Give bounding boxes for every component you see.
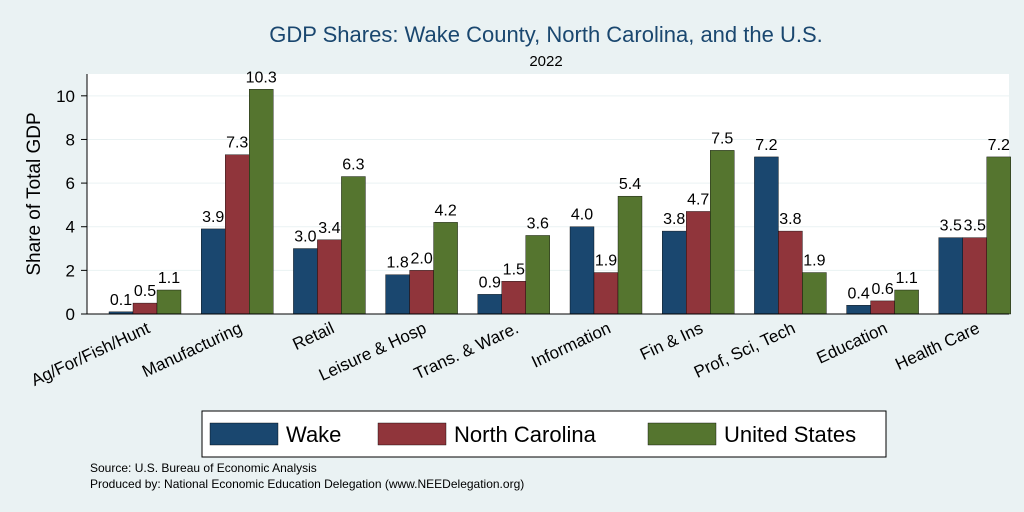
bar	[317, 239, 342, 315]
data-label: 1.5	[503, 261, 525, 278]
data-label: 1.9	[803, 253, 825, 270]
bar	[710, 150, 735, 315]
legend-swatch	[647, 422, 717, 446]
bar	[293, 248, 318, 315]
data-label: 0.4	[847, 285, 869, 302]
data-label: 1.1	[158, 270, 180, 287]
bar	[132, 302, 158, 315]
bar	[525, 235, 550, 315]
data-label: 3.9	[202, 209, 224, 226]
data-label: 0.9	[479, 274, 501, 291]
bar	[617, 195, 643, 315]
bar	[870, 300, 895, 315]
legend-swatch	[377, 422, 447, 446]
bar	[200, 228, 226, 315]
data-label: 3.0	[294, 229, 316, 246]
x-tick-label: Prof, Sci, Tech	[691, 318, 798, 381]
y-tick-label: 4	[66, 218, 75, 237]
bar	[224, 154, 250, 315]
bar	[686, 211, 711, 315]
data-label: 0.6	[871, 281, 893, 298]
legend-label: North Carolina	[454, 422, 597, 447]
data-label: 4.2	[434, 202, 456, 219]
x-tick-label: Fin & Ins	[637, 318, 706, 364]
bar	[938, 237, 963, 315]
legend-swatch	[209, 422, 279, 446]
data-labels: 0.10.51.13.97.310.33.03.46.31.8 2.04.20.9…	[110, 69, 1010, 309]
y-axis-label: Share of Total GDP	[24, 112, 45, 275]
data-label: 10.3	[246, 69, 277, 86]
data-label: 3.6	[527, 215, 549, 232]
data-label: 5.4	[619, 176, 641, 193]
data-label: 6.3	[342, 157, 364, 174]
bar	[501, 281, 526, 315]
data-label: 3.8	[663, 211, 685, 228]
bar	[569, 226, 595, 315]
legend-box	[201, 410, 887, 458]
bar	[894, 289, 919, 315]
y-tick-label: 8	[66, 130, 75, 149]
data-label: 4.7	[687, 191, 709, 208]
x-tick-label: Information	[529, 318, 614, 371]
chart-title: GDP Shares: Wake County, North Carolina,…	[269, 22, 823, 47]
bars	[108, 89, 1011, 315]
data-label: 3.4	[318, 220, 340, 237]
bar	[248, 89, 274, 315]
bar	[385, 274, 410, 315]
bar	[477, 294, 502, 315]
bar	[802, 272, 827, 315]
data-label: 1.8	[386, 255, 408, 272]
bar	[754, 156, 779, 315]
y-tick-label: 6	[66, 174, 75, 193]
source-note: Source: U.S. Bureau of Economic Analysis	[90, 461, 317, 475]
bar	[156, 289, 182, 315]
data-label: 7.2	[988, 137, 1010, 154]
data-label: 0.5	[134, 283, 156, 300]
y-tick-label: 10	[56, 87, 75, 106]
x-tick-label: Manufacturing	[139, 318, 245, 381]
chart-subtitle: 2022	[529, 53, 562, 70]
bar	[341, 176, 366, 315]
x-tick-label: Ag/For/Fish/Hunt	[28, 318, 153, 390]
data-label: 4.0	[571, 207, 593, 224]
x-tick-label: Health Care	[892, 318, 982, 374]
data-label: 7.2	[755, 137, 777, 154]
data-label: 3.5	[964, 218, 986, 235]
bar	[433, 222, 458, 315]
bar	[846, 305, 871, 315]
bar	[662, 230, 687, 315]
bar	[593, 272, 619, 315]
x-tick-label: Education	[814, 318, 891, 367]
bar	[962, 237, 987, 315]
y-tick-label: 2	[66, 261, 75, 280]
produced-note: Produced by: National Economic Education…	[90, 477, 524, 491]
bar	[778, 230, 803, 315]
legend-label: United States	[724, 422, 856, 447]
data-label: 2.0	[410, 250, 432, 267]
data-label: 1.1	[895, 270, 917, 287]
data-label: 3.5	[940, 218, 962, 235]
data-label: 3.8	[779, 211, 801, 228]
data-label: 7.5	[711, 130, 733, 147]
data-label: 7.3	[226, 135, 248, 152]
legend-label: Wake	[286, 422, 341, 447]
y-ticks: 0 2 4 6 8 10	[56, 87, 87, 324]
bar	[986, 156, 1011, 315]
y-tick-label: 0	[66, 305, 75, 324]
bar	[409, 270, 434, 315]
x-tick-label: Retail	[290, 318, 337, 354]
data-label: 0.1	[110, 292, 132, 309]
legend: Wake North Carolina United States	[201, 410, 887, 458]
data-label: 1.9	[595, 253, 617, 270]
x-tick-label: Trans. & Ware.	[411, 318, 521, 383]
